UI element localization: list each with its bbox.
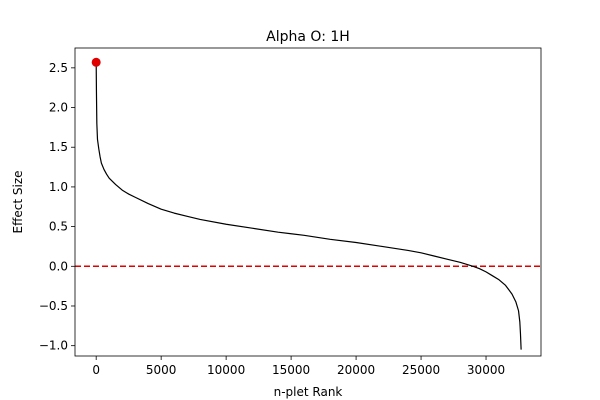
plot-area [75, 48, 541, 356]
y-axis-label: Effect Size [11, 171, 25, 234]
x-tick-label: 20000 [337, 363, 375, 377]
y-tick-label: 2.5 [49, 61, 68, 75]
x-tick-label: 0 [92, 363, 100, 377]
x-axis-label: n-plet Rank [274, 385, 343, 399]
y-tick-label: 0.5 [49, 220, 68, 234]
x-tick-label: 10000 [207, 363, 245, 377]
y-axis-ticks: −1.0 −0.5 0.0 0.5 1.0 1.5 2.0 2.5 [39, 61, 75, 353]
y-tick-label: −0.5 [39, 299, 68, 313]
y-tick-label: 0.0 [49, 259, 68, 273]
x-tick-label: 5000 [146, 363, 177, 377]
highlight-point [91, 57, 101, 67]
plot-frame [74, 47, 542, 357]
chart-title: Alpha O: 1H [266, 29, 350, 45]
y-tick-label: −1.0 [39, 339, 68, 353]
highlight-point-layer [91, 57, 101, 67]
x-tick-label: 15000 [272, 363, 310, 377]
series-line-0 [95, 62, 522, 350]
series-layer [95, 62, 522, 350]
y-tick-label: 2.0 [49, 101, 68, 115]
x-tick-label: 25000 [402, 363, 440, 377]
x-axis-ticks: 0 5000 10000 15000 20000 25000 30000 [92, 356, 505, 377]
x-tick-label: 30000 [467, 363, 505, 377]
y-tick-label: 1.5 [49, 140, 68, 154]
y-tick-label: 1.0 [49, 180, 68, 194]
